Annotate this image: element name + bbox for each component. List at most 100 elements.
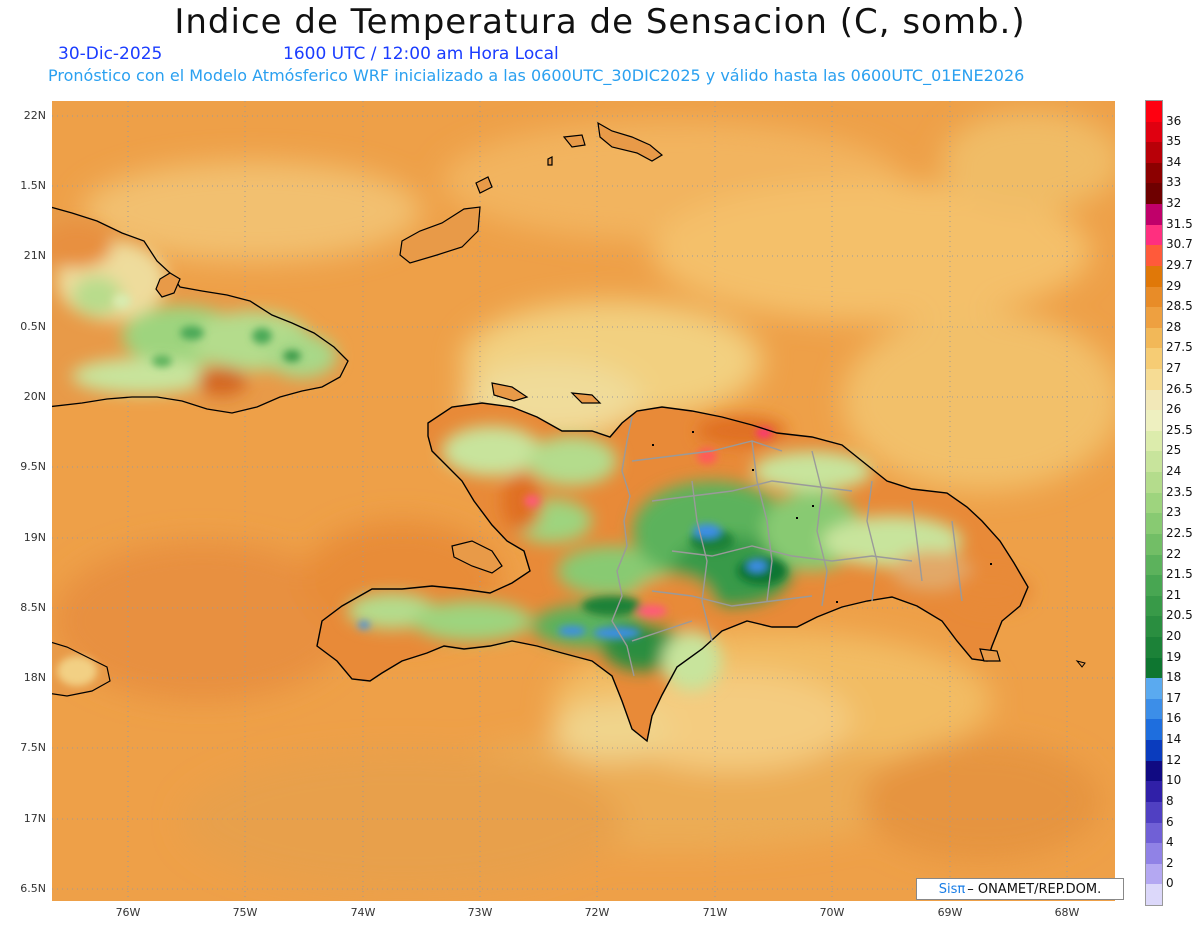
colorbar-swatch bbox=[1146, 389, 1162, 411]
colorbar-swatch bbox=[1146, 822, 1162, 844]
lon-label-68w: 68W bbox=[1054, 906, 1080, 919]
colorbar-swatch bbox=[1146, 265, 1162, 288]
colorbar-swatch bbox=[1146, 740, 1162, 762]
lat-label-18n: 18N bbox=[23, 671, 46, 684]
colorbar-swatch bbox=[1146, 616, 1162, 638]
colorbar-swatch bbox=[1146, 492, 1162, 514]
colorbar-label: 26 bbox=[1166, 402, 1182, 417]
colorbar-swatch bbox=[1146, 348, 1162, 370]
colorbar-label: 32 bbox=[1166, 196, 1182, 211]
lat-label-17n: 17N bbox=[23, 812, 46, 825]
lat-label-19n: 19N bbox=[23, 531, 46, 544]
colorbar-label: 19 bbox=[1166, 649, 1182, 664]
credit-text: – ONAMET/REP.DOM. bbox=[967, 881, 1102, 897]
colorbar-label: 22.5 bbox=[1166, 525, 1193, 540]
colorbar-label: 36 bbox=[1166, 113, 1182, 128]
lon-label-72w: 72W bbox=[584, 906, 610, 919]
lon-label-76w: 76W bbox=[115, 906, 141, 919]
colorbar-label: 6 bbox=[1166, 814, 1174, 829]
colorbar-label: 2 bbox=[1166, 855, 1174, 870]
colorbar-label: 35 bbox=[1166, 134, 1182, 149]
lat-label-18-5n: 8.5N bbox=[20, 601, 46, 614]
lon-label-74w: 74W bbox=[350, 906, 376, 919]
colorbar-swatch bbox=[1146, 843, 1162, 865]
lat-label-19-5n: 9.5N bbox=[20, 460, 46, 473]
colorbar-swatch bbox=[1146, 575, 1162, 597]
hispaniola-landmass bbox=[316, 402, 1086, 743]
colorbar-label: 30.7 bbox=[1166, 237, 1193, 252]
colorbar-label: 29.7 bbox=[1166, 257, 1193, 272]
colorbar-swatch bbox=[1146, 224, 1162, 246]
colorbar-swatch bbox=[1146, 183, 1162, 205]
colorbar-swatch bbox=[1146, 884, 1162, 906]
colorbar-swatch bbox=[1146, 121, 1162, 143]
colorbar-swatch bbox=[1146, 678, 1162, 700]
colorbar-label: 16 bbox=[1166, 711, 1182, 726]
colorbar-label: 31.5 bbox=[1166, 216, 1193, 231]
colorbar-label: 8 bbox=[1166, 793, 1174, 808]
lon-label-75w: 75W bbox=[232, 906, 258, 919]
lat-label-21n: 21N bbox=[23, 249, 46, 262]
colorbar-swatch bbox=[1146, 286, 1162, 308]
lat-label-22n: 22N bbox=[23, 109, 46, 122]
colorbar-label: 27.5 bbox=[1166, 340, 1193, 355]
colorbar-label: 4 bbox=[1166, 835, 1174, 850]
province-borders bbox=[611, 416, 963, 677]
lon-label-73w: 73W bbox=[467, 906, 493, 919]
colorbar-swatch bbox=[1146, 410, 1162, 432]
colorbar-label: 34 bbox=[1166, 154, 1182, 169]
colorbar-label: 20.5 bbox=[1166, 608, 1193, 623]
forecast-date: 30-Dic-2025 bbox=[58, 44, 163, 64]
colorbar-swatch bbox=[1146, 637, 1162, 659]
cuba-landmass bbox=[52, 206, 349, 414]
colorbar-swatch bbox=[1146, 307, 1162, 329]
colorbar-label: 17 bbox=[1166, 690, 1182, 705]
colorbar-swatch bbox=[1146, 781, 1162, 803]
lat-label-20n: 20N bbox=[23, 390, 46, 403]
forecast-model-note: Pronóstico con el Modelo Atmósferico WRF… bbox=[48, 66, 1025, 85]
colorbar-label: 12 bbox=[1166, 752, 1182, 767]
colorbar-swatch bbox=[1146, 430, 1162, 452]
colorbar-swatch bbox=[1146, 863, 1162, 885]
lon-label-69w: 69W bbox=[937, 906, 963, 919]
colorbar-label: 20 bbox=[1166, 629, 1182, 643]
colorbar-swatch bbox=[1146, 204, 1162, 226]
colorbar-swatch bbox=[1146, 698, 1162, 720]
colorbar-label: 26.5 bbox=[1166, 381, 1193, 396]
sispi-logo: Sisπ bbox=[938, 881, 966, 897]
credit-box: Sisπ – ONAMET/REP.DOM. bbox=[916, 878, 1124, 900]
colorbar-label: 33 bbox=[1166, 175, 1182, 190]
colorbar-swatch bbox=[1146, 595, 1162, 617]
colorbar-label: 0 bbox=[1166, 876, 1174, 891]
colorbar-swatch bbox=[1146, 369, 1162, 391]
temperature-map bbox=[52, 101, 1115, 901]
colorbar-swatch bbox=[1146, 245, 1162, 267]
colorbar-swatch bbox=[1146, 513, 1162, 535]
colorbar-label: 23.5 bbox=[1166, 484, 1193, 499]
colorbar-swatch bbox=[1146, 554, 1162, 576]
colorbar-label: 14 bbox=[1166, 732, 1182, 747]
lon-label-71w: 71W bbox=[702, 906, 728, 919]
colorbar-label: 25 bbox=[1166, 443, 1182, 458]
lat-label-21-5n: 1.5N bbox=[20, 179, 46, 192]
colorbar-label: 22 bbox=[1166, 546, 1182, 561]
colorbar-label: 24 bbox=[1166, 464, 1182, 479]
colorbar-label: 29 bbox=[1166, 278, 1182, 293]
colorbar-label: 18 bbox=[1166, 670, 1182, 685]
jamaica-landmass bbox=[52, 641, 111, 697]
lat-label-16-5n: 6.5N bbox=[20, 882, 46, 895]
colorbar-label: 23 bbox=[1166, 505, 1182, 520]
colorbar-swatch bbox=[1146, 162, 1162, 184]
colorbar-swatch bbox=[1146, 533, 1162, 556]
colorbar-swatch bbox=[1146, 142, 1162, 164]
lat-label-20-5n: 0.5N bbox=[20, 320, 46, 333]
colorbar-swatch bbox=[1146, 719, 1162, 741]
lat-label-17-5n: 7.5N bbox=[20, 741, 46, 754]
colorbar-label: 10 bbox=[1166, 773, 1182, 788]
colorbar-label: 25.5 bbox=[1166, 422, 1193, 437]
colorbar-label: 21 bbox=[1166, 587, 1182, 602]
map-title: Indice de Temperatura de Sensacion (C, s… bbox=[174, 2, 1026, 42]
station-dots bbox=[652, 431, 992, 603]
colorbar bbox=[1145, 100, 1163, 906]
colorbar-label: 28 bbox=[1166, 319, 1182, 334]
